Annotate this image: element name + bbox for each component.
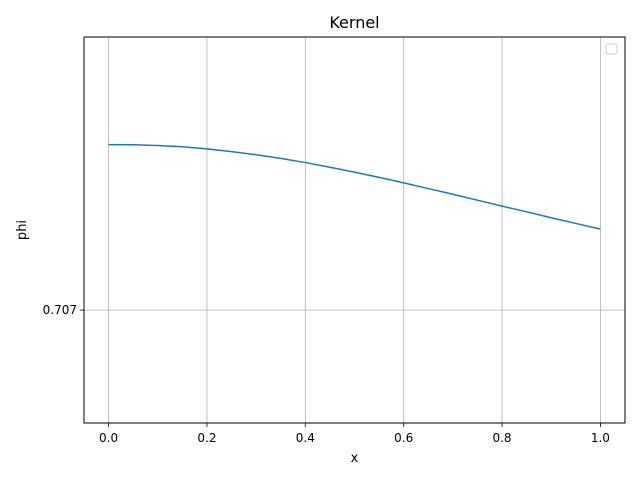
x-tick-label: 0.8 bbox=[492, 431, 511, 445]
series-line bbox=[108, 143, 601, 230]
chart-title: Kernel bbox=[329, 13, 379, 32]
y-tick-label: 0.707 bbox=[43, 303, 77, 317]
legend-box bbox=[605, 43, 618, 55]
x-axis-label: x bbox=[351, 451, 359, 466]
y-axis: 0.707 bbox=[43, 303, 84, 317]
x-tick-label: 0.4 bbox=[296, 431, 315, 445]
x-axis: 0.0 0.2 0.4 0.6 0.8 1.0 bbox=[99, 423, 610, 445]
x-tick-label: 0.2 bbox=[197, 431, 216, 445]
plot-area bbox=[83, 36, 626, 424]
x-tick-label: 0.0 bbox=[99, 431, 118, 445]
x-tick-label: 0.6 bbox=[394, 431, 413, 445]
grid bbox=[84, 37, 625, 423]
x-tick-label: 1.0 bbox=[591, 431, 610, 445]
y-axis-label: phi bbox=[15, 220, 30, 240]
